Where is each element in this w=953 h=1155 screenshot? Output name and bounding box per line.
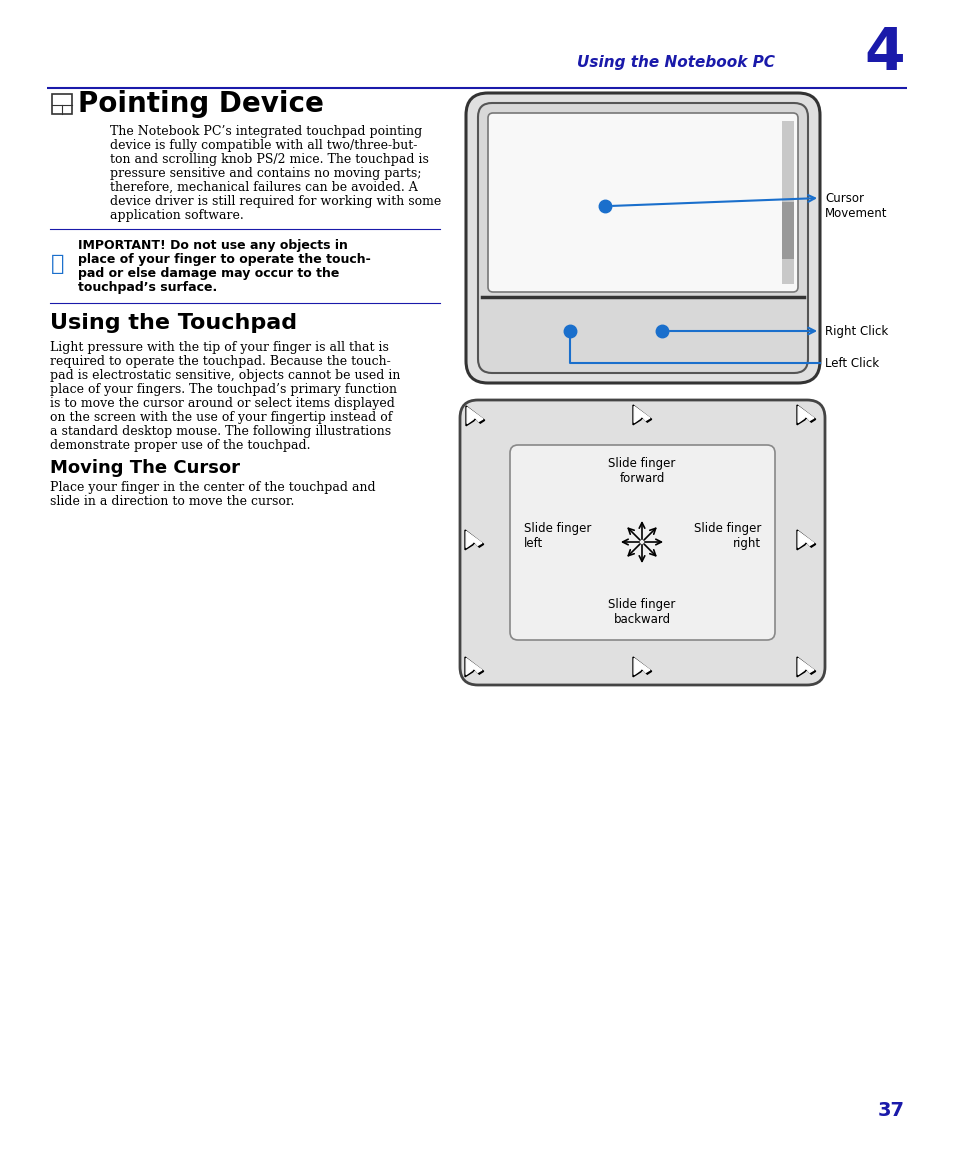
Text: application software.: application software. bbox=[110, 209, 244, 222]
FancyBboxPatch shape bbox=[488, 113, 797, 292]
Text: IMPORTANT! Do not use any objects in: IMPORTANT! Do not use any objects in bbox=[78, 239, 348, 252]
Text: Slide finger
forward: Slide finger forward bbox=[608, 457, 675, 485]
Polygon shape bbox=[634, 658, 649, 675]
Bar bbox=[781, 121, 793, 284]
Text: pad or else damage may occur to the: pad or else damage may occur to the bbox=[78, 267, 339, 280]
Text: Left Click: Left Click bbox=[824, 357, 879, 370]
FancyBboxPatch shape bbox=[477, 103, 807, 373]
Text: Pointing Device: Pointing Device bbox=[78, 90, 323, 118]
Text: pressure sensitive and contains no moving parts;: pressure sensitive and contains no movin… bbox=[110, 167, 421, 180]
Text: Right Click: Right Click bbox=[824, 325, 887, 338]
Text: Moving The Cursor: Moving The Cursor bbox=[50, 459, 240, 477]
Polygon shape bbox=[796, 405, 815, 425]
Text: required to operate the touchpad. Because the touch-: required to operate the touchpad. Becaus… bbox=[50, 355, 391, 368]
Bar bbox=[781, 202, 793, 259]
Text: demonstrate proper use of the touchpad.: demonstrate proper use of the touchpad. bbox=[50, 439, 310, 452]
Text: ☛: ☛ bbox=[51, 253, 65, 275]
Text: on the screen with the use of your fingertip instead of: on the screen with the use of your finge… bbox=[50, 411, 392, 424]
Text: Light pressure with the tip of your finger is all that is: Light pressure with the tip of your fing… bbox=[50, 341, 389, 353]
Polygon shape bbox=[798, 658, 813, 675]
Polygon shape bbox=[467, 408, 482, 424]
Bar bbox=[52, 94, 71, 114]
Polygon shape bbox=[633, 405, 651, 425]
Polygon shape bbox=[466, 531, 481, 547]
Polygon shape bbox=[796, 657, 815, 677]
Text: device driver is still required for working with some: device driver is still required for work… bbox=[110, 195, 441, 208]
Text: pad is electrostatic sensitive, objects cannot be used in: pad is electrostatic sensitive, objects … bbox=[50, 368, 400, 382]
FancyBboxPatch shape bbox=[510, 445, 774, 640]
Text: Cursor
Movement: Cursor Movement bbox=[824, 192, 886, 219]
Polygon shape bbox=[633, 657, 651, 677]
Text: slide in a direction to move the cursor.: slide in a direction to move the cursor. bbox=[50, 495, 294, 508]
Text: a standard desktop mouse. The following illustrations: a standard desktop mouse. The following … bbox=[50, 425, 391, 438]
Polygon shape bbox=[464, 530, 483, 550]
Text: Using the Notebook PC: Using the Notebook PC bbox=[577, 55, 774, 70]
Polygon shape bbox=[465, 407, 484, 426]
Text: Slide finger
backward: Slide finger backward bbox=[608, 598, 675, 626]
FancyBboxPatch shape bbox=[465, 94, 820, 383]
Text: Slide finger
left: Slide finger left bbox=[523, 522, 591, 550]
Polygon shape bbox=[634, 407, 649, 423]
Text: touchpad’s surface.: touchpad’s surface. bbox=[78, 281, 217, 295]
Polygon shape bbox=[466, 658, 481, 675]
Polygon shape bbox=[798, 407, 813, 423]
Text: therefore, mechanical failures can be avoided. A: therefore, mechanical failures can be av… bbox=[110, 181, 417, 194]
Polygon shape bbox=[796, 530, 815, 550]
Text: The Notebook PC’s integrated touchpad pointing: The Notebook PC’s integrated touchpad po… bbox=[110, 125, 422, 137]
Polygon shape bbox=[464, 657, 483, 677]
Text: is to move the cursor around or select items displayed: is to move the cursor around or select i… bbox=[50, 397, 395, 410]
Text: device is fully compatible with all two/three-but-: device is fully compatible with all two/… bbox=[110, 139, 417, 152]
Text: ton and scrolling knob PS/2 mice. The touchpad is: ton and scrolling knob PS/2 mice. The to… bbox=[110, 152, 429, 166]
Text: 4: 4 bbox=[863, 25, 904, 82]
FancyBboxPatch shape bbox=[459, 400, 824, 685]
Text: Slide finger
right: Slide finger right bbox=[693, 522, 760, 550]
Text: place of your finger to operate the touch-: place of your finger to operate the touc… bbox=[78, 253, 371, 266]
Text: Using the Touchpad: Using the Touchpad bbox=[50, 313, 296, 333]
Polygon shape bbox=[798, 531, 813, 547]
Text: Place your finger in the center of the touchpad and: Place your finger in the center of the t… bbox=[50, 480, 375, 494]
Text: 37: 37 bbox=[877, 1101, 904, 1120]
Text: place of your fingers. The touchpad’s primary function: place of your fingers. The touchpad’s pr… bbox=[50, 383, 396, 396]
